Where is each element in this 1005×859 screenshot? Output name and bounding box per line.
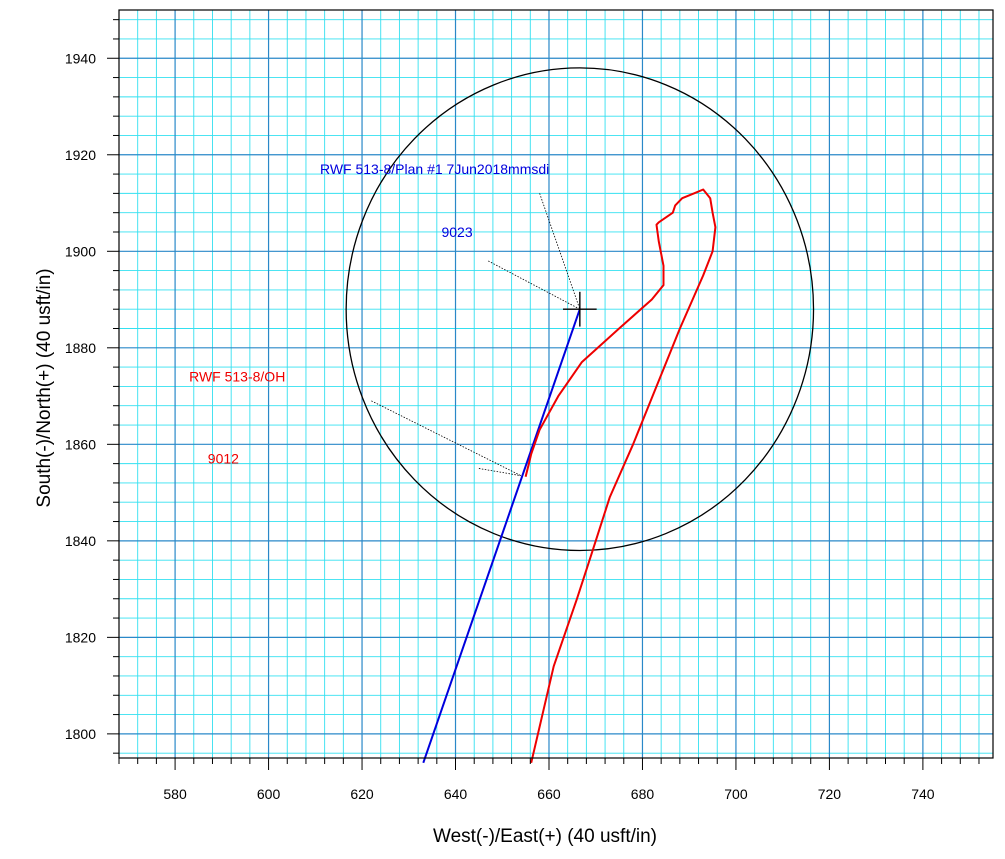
y-axis-title: South(-)/North(+) (40 usft/in) xyxy=(34,268,55,507)
axes-layer: 580 600 620 640 660 680 700 720 740 1800 1820 1840 1… xyxy=(65,19,980,802)
annotation-leader-3 xyxy=(371,400,522,477)
x-tick-label: 740 xyxy=(911,786,935,802)
annotation-label-2: 9023 xyxy=(441,224,472,240)
annotation-label-4: 9012 xyxy=(208,451,239,467)
y-tick-label: 1840 xyxy=(65,533,96,549)
x-tick-label: 580 xyxy=(163,786,187,802)
x-tick-label: 680 xyxy=(631,786,655,802)
x-tick-label: 600 xyxy=(257,786,281,802)
annotation-leader-4 xyxy=(478,468,522,477)
y-tick-label: 1940 xyxy=(65,50,96,66)
annotation-layer: RWF 513-8/Plan #1 7Jun2018mmsdi 9023 RWF 5… xyxy=(189,161,581,477)
x-tick-label: 660 xyxy=(537,786,561,802)
x-tick-label: 640 xyxy=(444,786,468,802)
proximity-circle xyxy=(345,67,815,552)
annotation-label-3: RWF 513-8/OH xyxy=(189,369,285,385)
y-tick-label: 1800 xyxy=(65,726,96,742)
annotation-leader-2 xyxy=(488,260,581,310)
x-tick-label: 720 xyxy=(818,786,842,802)
plot-frame xyxy=(118,9,994,759)
series-line-2 xyxy=(524,188,717,764)
y-tick-label: 1820 xyxy=(65,629,96,645)
x-tick-label: 700 xyxy=(724,786,748,802)
y-tick-label: 1880 xyxy=(65,340,96,356)
x-tick-label: 620 xyxy=(350,786,374,802)
minor-grid xyxy=(118,10,993,758)
major-grid xyxy=(119,10,993,758)
annotation-leader-1 xyxy=(539,193,581,310)
y-tick-label: 1860 xyxy=(65,436,96,452)
x-axis-title: West(-)/East(+) (40 usft/in) xyxy=(433,826,657,847)
y-tick-label: 1900 xyxy=(65,243,96,259)
series-line-1 xyxy=(422,308,581,764)
series-layer xyxy=(345,67,815,764)
annotation-label-1: RWF 513-8/Plan #1 7Jun2018mmsdi xyxy=(320,161,549,177)
y-tick-label: 1920 xyxy=(65,147,96,163)
